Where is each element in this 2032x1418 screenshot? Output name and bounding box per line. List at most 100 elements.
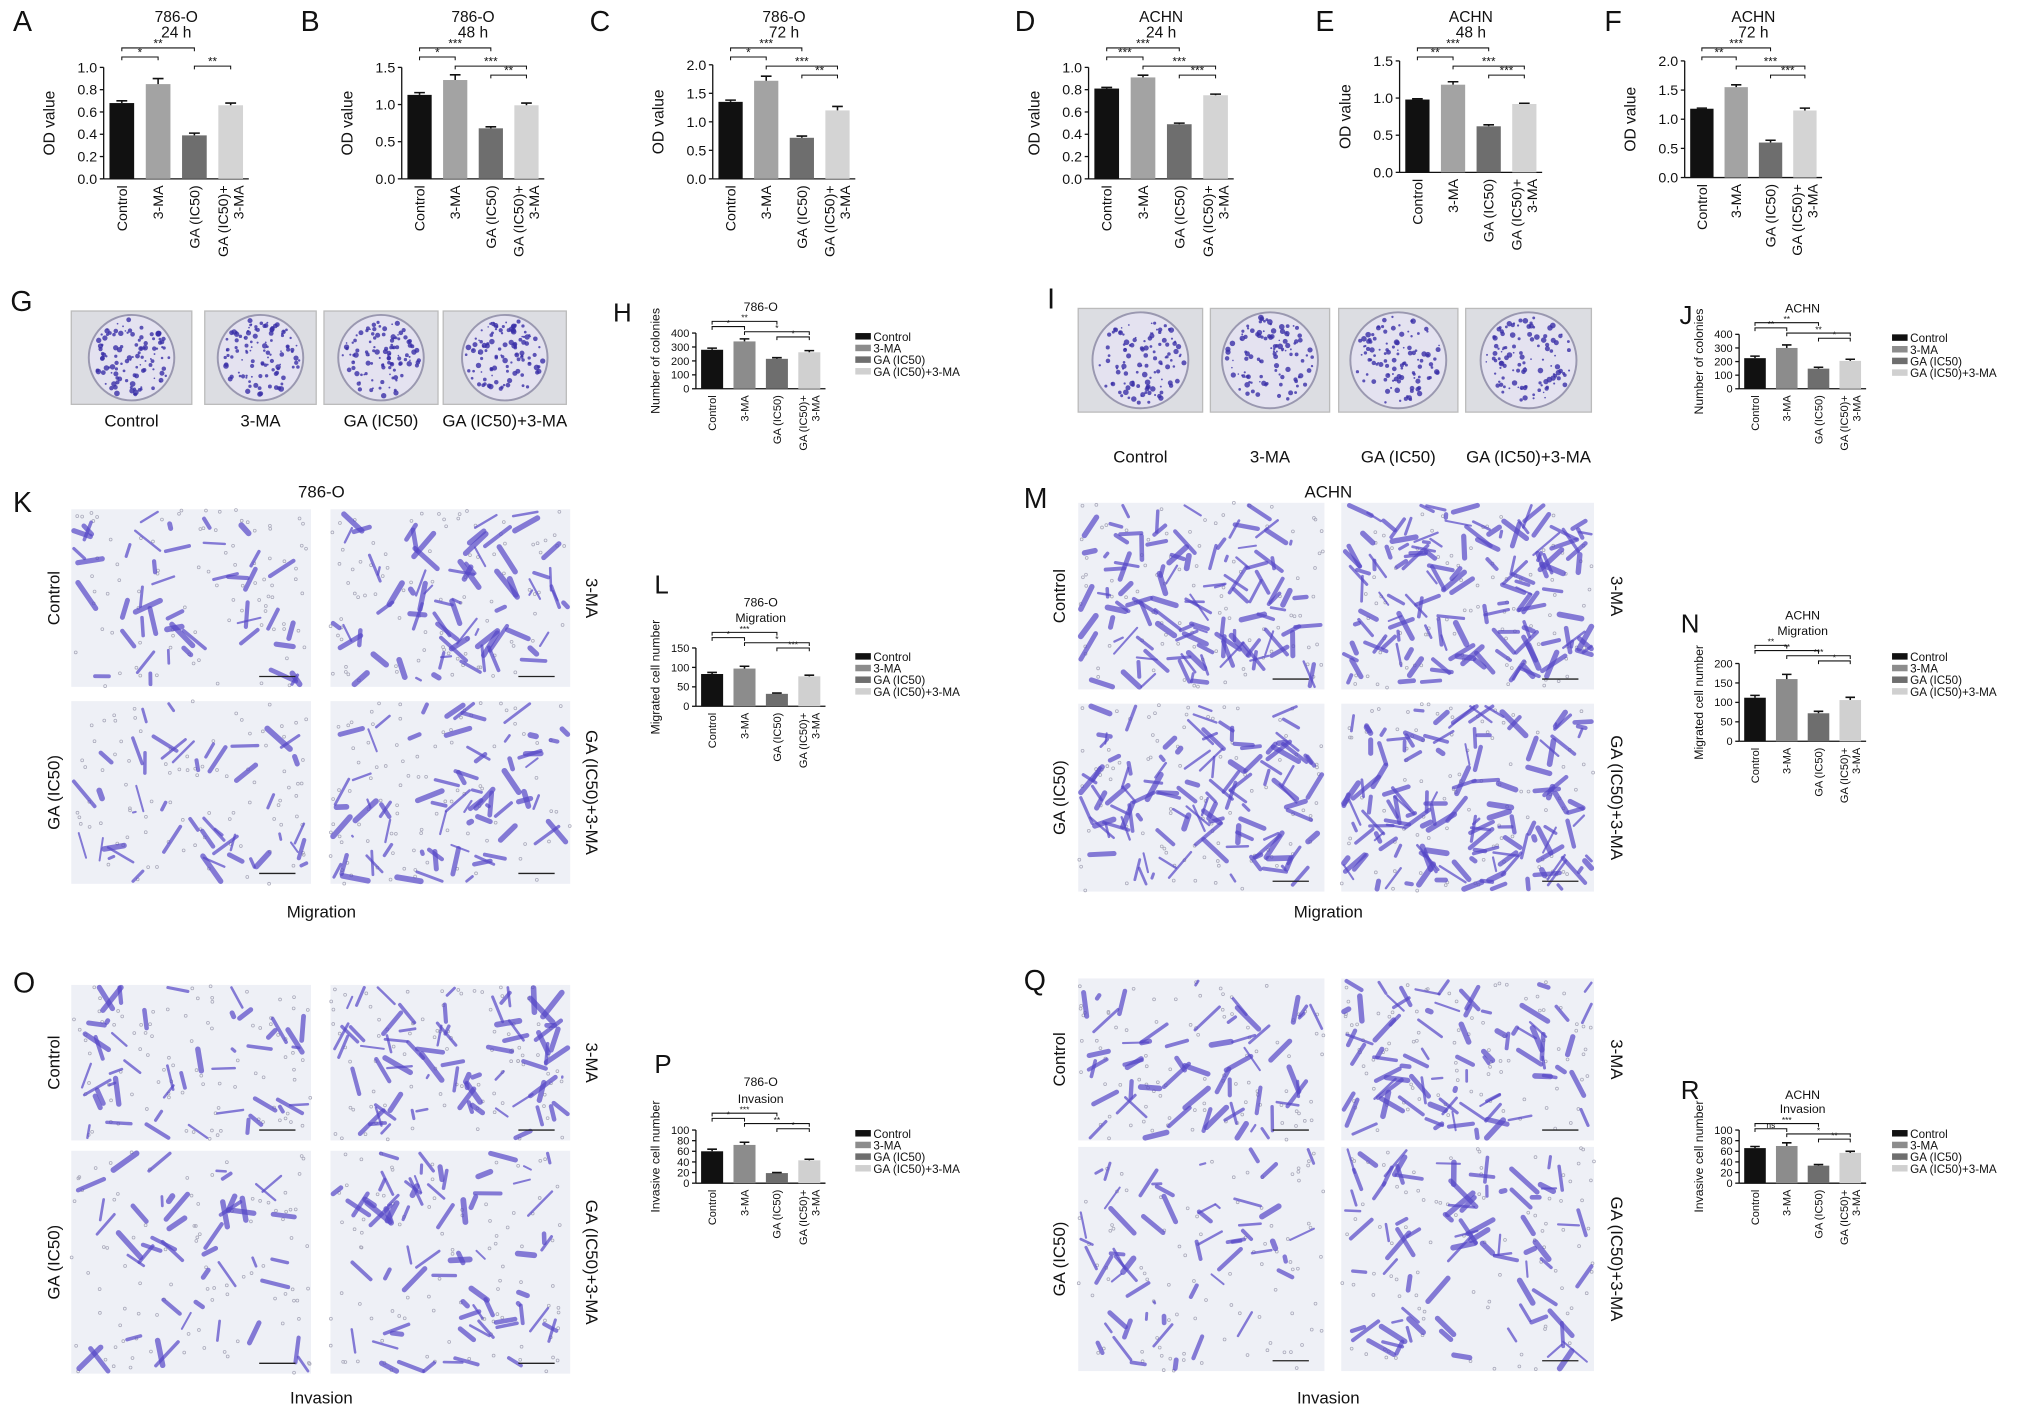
cell — [407, 732, 422, 741]
colony — [482, 377, 487, 382]
cell — [202, 516, 212, 530]
cell — [1302, 660, 1316, 689]
pore — [1537, 865, 1542, 869]
pore — [128, 808, 132, 813]
pore — [1240, 886, 1245, 891]
pore — [1418, 871, 1423, 875]
cell — [396, 656, 408, 680]
cell — [279, 734, 301, 749]
colony — [401, 328, 406, 333]
cell — [1437, 979, 1450, 996]
colony — [381, 332, 386, 337]
pore — [127, 759, 131, 763]
colony — [1372, 336, 1377, 341]
colony — [488, 383, 494, 390]
cell — [1543, 824, 1558, 835]
colony — [519, 350, 525, 356]
cell — [1409, 1073, 1432, 1099]
pore — [389, 831, 394, 836]
error-bar — [1210, 93, 1222, 96]
colony — [1122, 343, 1126, 346]
pore — [551, 1355, 555, 1360]
assay-caption: Migration — [287, 903, 356, 922]
colony — [1122, 361, 1126, 364]
colony — [254, 325, 258, 329]
error-bar — [804, 1158, 815, 1161]
colony — [1294, 352, 1299, 357]
cell — [1264, 527, 1289, 546]
cell — [144, 1122, 171, 1140]
cell — [1290, 994, 1301, 1025]
colony — [364, 372, 368, 376]
bar — [754, 80, 779, 179]
pore — [1348, 735, 1352, 740]
pore — [543, 1318, 547, 1323]
cell — [351, 524, 372, 535]
legend-label: GA (IC50)+3-MA — [873, 1163, 960, 1176]
pore — [210, 995, 214, 1000]
colony — [1522, 361, 1526, 365]
pore — [502, 571, 506, 576]
error-bar — [1750, 355, 1760, 359]
cell — [1522, 503, 1546, 524]
cell — [289, 670, 303, 688]
pore — [1150, 1128, 1155, 1133]
cell — [238, 522, 252, 537]
cell — [1449, 566, 1463, 582]
cell — [1469, 856, 1478, 864]
pore — [224, 1283, 229, 1288]
pore — [92, 739, 97, 744]
legend-label: GA (IC50) — [873, 674, 925, 687]
pore — [1348, 836, 1352, 841]
x-tick-label: GA (IC50)+ — [798, 395, 810, 450]
cell — [1099, 738, 1110, 748]
pore — [300, 1123, 305, 1128]
colony — [291, 365, 295, 369]
cell — [1514, 579, 1531, 587]
significance-bracket — [1754, 327, 1788, 332]
pore — [337, 834, 342, 839]
cell — [1576, 866, 1584, 875]
colony — [1158, 342, 1162, 346]
cell — [1162, 735, 1178, 750]
cell — [1396, 629, 1401, 642]
cell — [1205, 791, 1217, 804]
cell — [201, 1245, 219, 1257]
cell — [1305, 754, 1317, 768]
colony — [1137, 362, 1142, 368]
pore — [1498, 1273, 1502, 1277]
pore — [1297, 1111, 1301, 1116]
colony — [1497, 357, 1501, 361]
y-tick-label: 200 — [1714, 658, 1732, 670]
cell — [1183, 552, 1192, 572]
pore — [1162, 846, 1167, 851]
cell — [442, 1002, 449, 1024]
pore — [1269, 649, 1274, 654]
x-tick-label: Control — [1695, 184, 1711, 230]
cell — [1414, 988, 1441, 996]
bar — [765, 358, 788, 389]
cell — [243, 566, 258, 592]
pore — [99, 821, 103, 826]
cell — [1514, 630, 1539, 655]
cell-line-label: 786-O — [298, 483, 345, 502]
cell — [1417, 1018, 1443, 1039]
error-bar — [1101, 86, 1113, 89]
cell — [1525, 764, 1553, 777]
panel-letter: B — [301, 6, 320, 38]
cell — [1208, 816, 1225, 824]
pore — [258, 1026, 263, 1030]
pore — [1221, 585, 1226, 590]
cell — [1103, 1161, 1112, 1181]
cell — [110, 1031, 128, 1047]
colony — [388, 386, 391, 389]
cell — [1289, 539, 1293, 546]
pore — [1552, 593, 1557, 597]
cell — [187, 1123, 209, 1139]
cell — [533, 1018, 564, 1042]
bar — [765, 1173, 788, 1184]
cell — [1389, 534, 1419, 545]
x-tick-label: GA (IC50) — [187, 185, 203, 248]
colony — [1417, 358, 1420, 361]
